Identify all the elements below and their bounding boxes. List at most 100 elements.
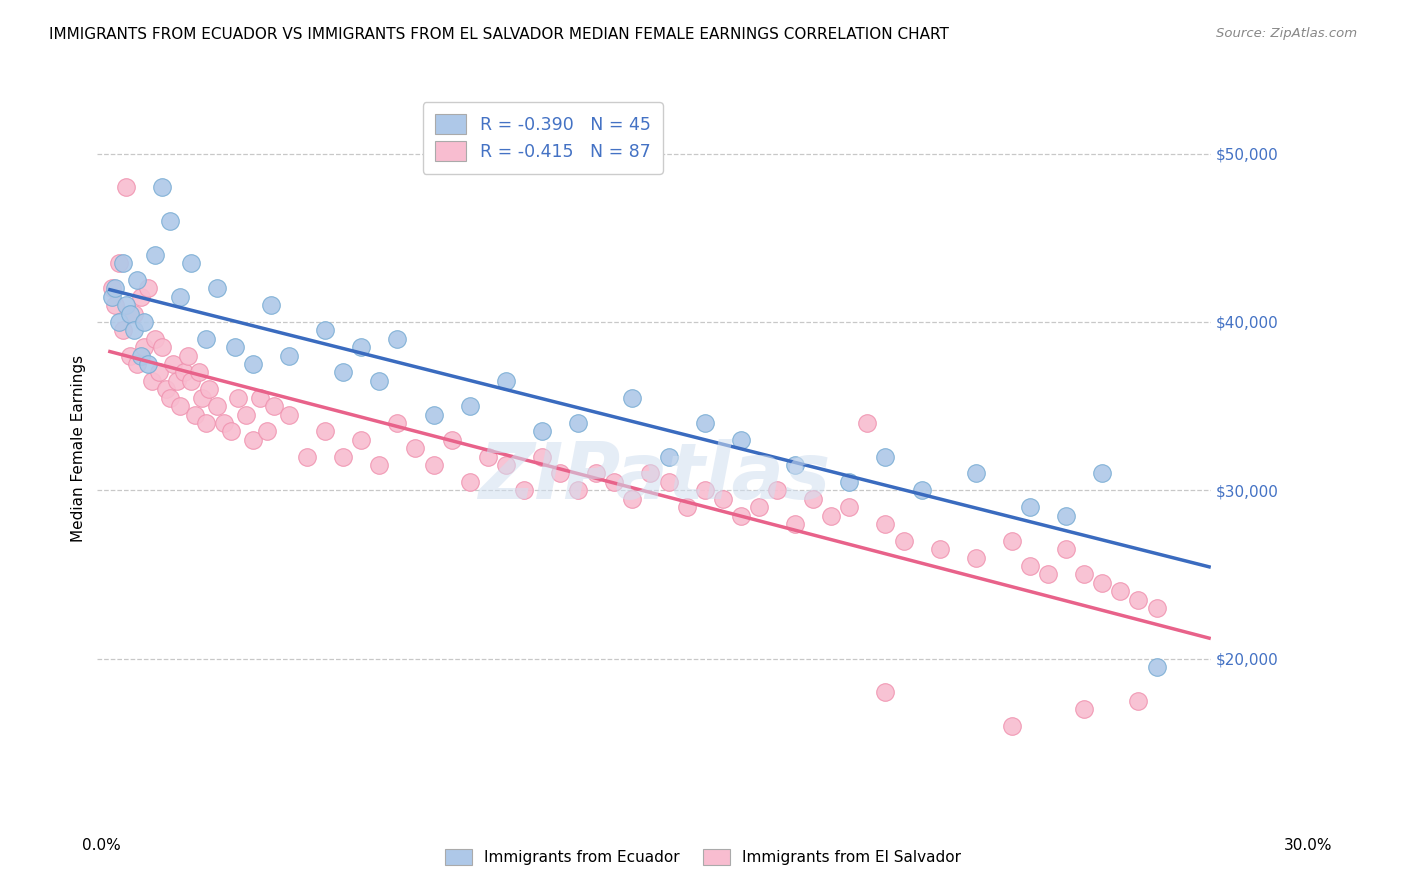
- Point: [104, 298, 127, 312]
- Point: [567, 483, 589, 498]
- Point: [134, 340, 156, 354]
- Point: [640, 467, 662, 481]
- Point: [495, 458, 517, 472]
- Point: [180, 374, 202, 388]
- Point: [235, 408, 257, 422]
- Point: [205, 281, 228, 295]
- Point: [1146, 601, 1168, 615]
- Point: [228, 391, 250, 405]
- Point: [194, 416, 217, 430]
- Point: [893, 533, 915, 548]
- Point: [101, 290, 124, 304]
- Point: [242, 357, 264, 371]
- Point: [187, 366, 209, 380]
- Point: [256, 425, 278, 439]
- Point: [458, 475, 481, 489]
- Point: [350, 433, 373, 447]
- Point: [332, 450, 354, 464]
- Point: [530, 425, 553, 439]
- Point: [314, 323, 336, 337]
- Point: [212, 416, 235, 430]
- Point: [440, 433, 463, 447]
- Point: [136, 357, 159, 371]
- Point: [820, 508, 842, 523]
- Point: [1054, 542, 1077, 557]
- Point: [657, 475, 679, 489]
- Point: [693, 416, 716, 430]
- Point: [224, 340, 246, 354]
- Point: [136, 281, 159, 295]
- Point: [585, 467, 607, 481]
- Point: [152, 180, 174, 194]
- Text: 30.0%: 30.0%: [1284, 838, 1331, 853]
- Text: Source: ZipAtlas.com: Source: ZipAtlas.com: [1216, 27, 1357, 40]
- Point: [621, 491, 644, 506]
- Point: [675, 500, 697, 515]
- Point: [159, 391, 181, 405]
- Point: [477, 450, 499, 464]
- Point: [838, 475, 860, 489]
- Point: [111, 323, 134, 337]
- Point: [122, 307, 145, 321]
- Point: [603, 475, 626, 489]
- Point: [910, 483, 932, 498]
- Point: [928, 542, 950, 557]
- Point: [219, 425, 242, 439]
- Point: [122, 323, 145, 337]
- Legend: R = -0.390   N = 45, R = -0.415   N = 87: R = -0.390 N = 45, R = -0.415 N = 87: [423, 103, 662, 174]
- Point: [495, 374, 517, 388]
- Point: [249, 391, 271, 405]
- Point: [194, 332, 217, 346]
- Point: [129, 290, 152, 304]
- Point: [405, 442, 427, 456]
- Point: [387, 416, 409, 430]
- Point: [1109, 584, 1132, 599]
- Text: IMMIGRANTS FROM ECUADOR VS IMMIGRANTS FROM EL SALVADOR MEDIAN FEMALE EARNINGS CO: IMMIGRANTS FROM ECUADOR VS IMMIGRANTS FR…: [49, 27, 949, 42]
- Point: [184, 408, 207, 422]
- Point: [1128, 694, 1150, 708]
- Point: [1073, 702, 1095, 716]
- Point: [127, 273, 149, 287]
- Point: [838, 500, 860, 515]
- Point: [856, 416, 879, 430]
- Point: [693, 483, 716, 498]
- Point: [1146, 660, 1168, 674]
- Point: [783, 458, 806, 472]
- Point: [166, 374, 188, 388]
- Point: [1019, 559, 1042, 574]
- Point: [422, 458, 444, 472]
- Point: [127, 357, 149, 371]
- Point: [104, 281, 127, 295]
- Point: [278, 408, 301, 422]
- Point: [169, 399, 191, 413]
- Point: [1001, 533, 1024, 548]
- Point: [263, 399, 285, 413]
- Point: [260, 298, 283, 312]
- Point: [965, 550, 987, 565]
- Point: [748, 500, 770, 515]
- Point: [1001, 719, 1024, 733]
- Point: [766, 483, 789, 498]
- Point: [108, 315, 131, 329]
- Point: [965, 467, 987, 481]
- Point: [155, 382, 177, 396]
- Point: [115, 298, 138, 312]
- Point: [278, 349, 301, 363]
- Point: [1091, 467, 1114, 481]
- Point: [368, 458, 391, 472]
- Point: [115, 180, 138, 194]
- Point: [783, 516, 806, 531]
- Point: [118, 307, 141, 321]
- Point: [1054, 508, 1077, 523]
- Point: [242, 433, 264, 447]
- Point: [530, 450, 553, 464]
- Point: [177, 349, 200, 363]
- Point: [875, 450, 897, 464]
- Point: [111, 256, 134, 270]
- Point: [143, 248, 166, 262]
- Point: [730, 508, 752, 523]
- Point: [129, 349, 152, 363]
- Point: [387, 332, 409, 346]
- Point: [875, 685, 897, 699]
- Point: [159, 214, 181, 228]
